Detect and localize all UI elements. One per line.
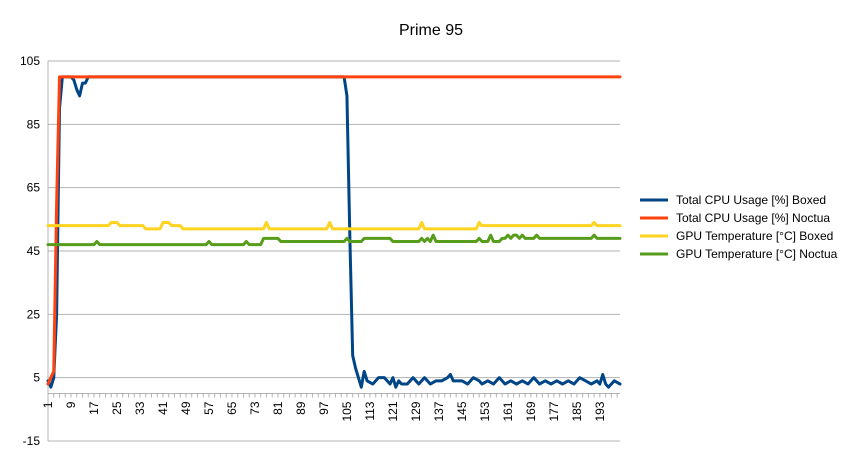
y-tick-label: 85: [27, 117, 41, 131]
y-tick-label: 105: [20, 54, 40, 68]
x-tick-label: 73: [248, 401, 262, 415]
x-tick-label: 113: [363, 401, 377, 420]
axes: -15 5 25 45 65 85 105 1 9 17 25 33 41 49 57 65 73 81 89 97 1…: [20, 54, 620, 448]
x-tick-label: 81: [271, 401, 285, 415]
x-tick-label: 33: [133, 401, 147, 415]
x-tick-label: 129: [409, 401, 423, 421]
x-tick-label: 9: [64, 401, 78, 408]
series-lines: [46, 75, 622, 389]
x-tick-label: 41: [156, 401, 170, 415]
chart-title: Prime 95: [399, 22, 463, 39]
x-tick-label: 121: [386, 401, 400, 421]
x-tick-label: 193: [593, 401, 607, 421]
x-tick-label: 105: [340, 401, 354, 421]
y-tick-label: 65: [27, 181, 41, 195]
legend: Total CPU Usage [%] Boxed Total CPU Usage…: [640, 193, 838, 261]
x-tick-label: 153: [478, 401, 492, 421]
y-tick-label: 5: [33, 371, 40, 385]
x-tick-label: 57: [202, 401, 216, 415]
series-line-4: [46, 233, 622, 247]
series-line-2: [46, 75, 622, 386]
legend-label: GPU Temperature [°C] Boxed: [676, 229, 833, 243]
x-tick-label: 145: [455, 401, 469, 421]
y-tick-label: 45: [27, 244, 41, 258]
x-tick-label: 17: [87, 401, 101, 415]
x-tick-label: 97: [317, 401, 331, 415]
legend-label: Total CPU Usage [%] Noctua: [676, 211, 830, 225]
x-tick-label: 177: [547, 401, 561, 421]
legend-label: Total CPU Usage [%] Boxed: [676, 193, 826, 207]
series-line-3: [46, 221, 622, 231]
y-tick-label: 25: [27, 307, 41, 321]
gridlines: [48, 60, 620, 442]
x-tick-label: 65: [225, 401, 239, 415]
x-tick-label: 161: [501, 401, 515, 421]
x-tick-label: 169: [524, 401, 538, 421]
x-tick-label: 1: [41, 401, 55, 408]
x-tick-label: 25: [110, 401, 124, 415]
series-line-1: [46, 75, 622, 389]
y-tick-label: -15: [23, 434, 41, 448]
x-tick-label: 89: [294, 401, 308, 415]
x-tick-label: 49: [179, 401, 193, 415]
x-tick-label: 185: [570, 401, 584, 421]
x-tick-label: 137: [432, 401, 446, 421]
legend-label: GPU Temperature [°C] Noctua: [676, 247, 838, 261]
